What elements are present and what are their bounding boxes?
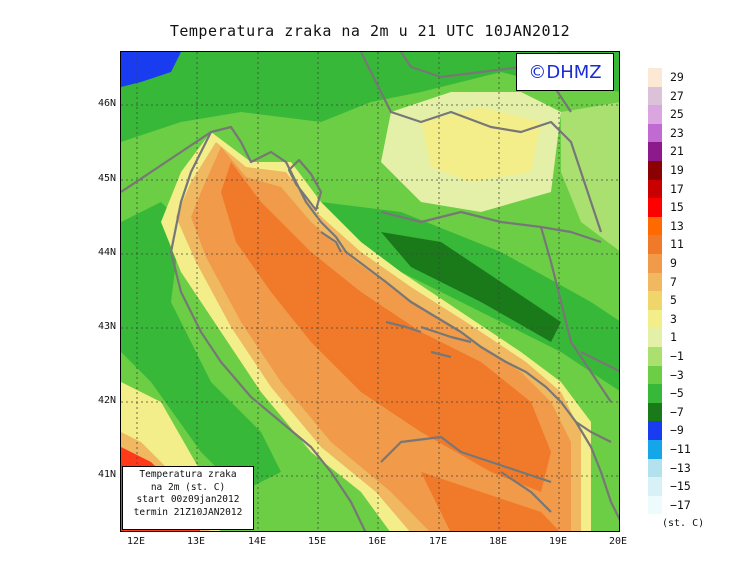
lon-label-16e: 16E xyxy=(367,536,387,547)
legend-label: −3 xyxy=(670,367,684,382)
legend-label: 11 xyxy=(670,237,684,252)
legend-label: 9 xyxy=(670,256,677,270)
legend-label: −11 xyxy=(670,442,691,456)
info-line-3: start 00z09jan2012 xyxy=(136,494,240,505)
legend-label: 7 xyxy=(670,274,677,289)
legend-label: 21 xyxy=(670,144,684,159)
legend-label: 5 xyxy=(670,293,677,308)
legend-swatch xyxy=(648,365,662,385)
plain-warm-zone xyxy=(421,107,541,182)
legend-swatch xyxy=(648,68,662,87)
lon-label-12e: 12E xyxy=(126,536,146,547)
info-line-1: Temperatura zraka xyxy=(139,469,237,480)
legend-swatch xyxy=(648,216,662,236)
lon-label-17e: 17E xyxy=(428,536,448,547)
cold-alpine-patch xyxy=(121,52,181,87)
legend-swatch xyxy=(648,421,662,440)
legend-swatch xyxy=(648,477,662,496)
lat-label-46n: 46N xyxy=(97,98,116,109)
apennine-range xyxy=(121,202,281,492)
legend-unit: (st. C) xyxy=(662,518,705,529)
legend-swatch xyxy=(648,440,662,459)
temperature-map xyxy=(120,51,620,532)
legend-swatch xyxy=(648,495,662,515)
adriatic-warm-core xyxy=(221,162,551,492)
legend-label: −9 xyxy=(670,423,684,438)
legend-swatch xyxy=(648,179,662,199)
info-box: Temperatura zraka na 2m (st. C) start 00… xyxy=(122,466,254,530)
legend-label: 19 xyxy=(670,163,684,177)
lat-label-41n: 41N xyxy=(97,469,116,480)
lat-label-45n: 45N xyxy=(97,173,116,184)
legend-swatch xyxy=(648,86,662,106)
lon-label-13e: 13E xyxy=(186,536,206,547)
legend-label: −13 xyxy=(670,460,691,475)
graticule xyxy=(121,52,619,531)
legend-swatch xyxy=(648,384,662,403)
legend-label: −1 xyxy=(670,349,684,363)
legend-label: −17 xyxy=(670,497,691,512)
legend-swatch xyxy=(648,458,662,478)
alpine-zone xyxy=(121,52,619,142)
eastern-lowland xyxy=(561,102,619,251)
legend-label: 1 xyxy=(670,330,677,345)
temperature-field xyxy=(121,52,619,531)
legend-swatch xyxy=(648,161,662,180)
lat-label-44n: 44N xyxy=(97,247,116,258)
legend-label: 25 xyxy=(670,107,684,122)
lat-label-43n: 43N xyxy=(97,321,116,332)
legend-label: 27 xyxy=(670,88,684,103)
lon-label-19e: 19E xyxy=(548,536,568,547)
legend-swatch xyxy=(648,254,662,273)
legend-swatch xyxy=(648,123,662,143)
info-line-4: termin 21Z10JAN2012 xyxy=(133,506,243,518)
legend-swatch xyxy=(648,328,662,347)
legend-swatch xyxy=(648,291,662,310)
legend-swatch xyxy=(648,272,662,292)
legend-label: −15 xyxy=(670,479,691,494)
legend-label: 3 xyxy=(670,311,677,326)
legend-swatch xyxy=(648,347,662,366)
map-title: Temperatura zraka na 2m u 21 UTC 10JAN20… xyxy=(169,22,571,40)
legend-label: −5 xyxy=(670,386,684,401)
dhmz-watermark: ©DHMZ xyxy=(516,53,614,91)
legend-swatch xyxy=(648,105,662,124)
info-line-2: na 2m (st. C) xyxy=(150,481,226,493)
legend-label: 29 xyxy=(670,70,684,84)
legend-swatch xyxy=(648,402,662,422)
legend-label: 23 xyxy=(670,125,684,140)
legend-swatch xyxy=(648,235,662,254)
dinaric-highland xyxy=(381,232,561,342)
legend-swatch xyxy=(648,309,662,329)
legend-swatch xyxy=(648,142,662,161)
south-adriatic-core xyxy=(421,472,560,531)
lat-label-42n: 42N xyxy=(97,395,116,406)
legend-label: 15 xyxy=(670,200,684,215)
legend-label: −7 xyxy=(670,404,684,419)
lon-label-15e: 15E xyxy=(307,536,327,547)
legend-label: 13 xyxy=(670,218,684,233)
coastlines xyxy=(121,52,619,531)
lon-label-18e: 18E xyxy=(488,536,508,547)
legend-swatch xyxy=(648,198,662,217)
legend-label: 17 xyxy=(670,181,684,196)
lon-label-20e: 20E xyxy=(608,536,628,547)
lon-label-14e: 14E xyxy=(247,536,267,547)
